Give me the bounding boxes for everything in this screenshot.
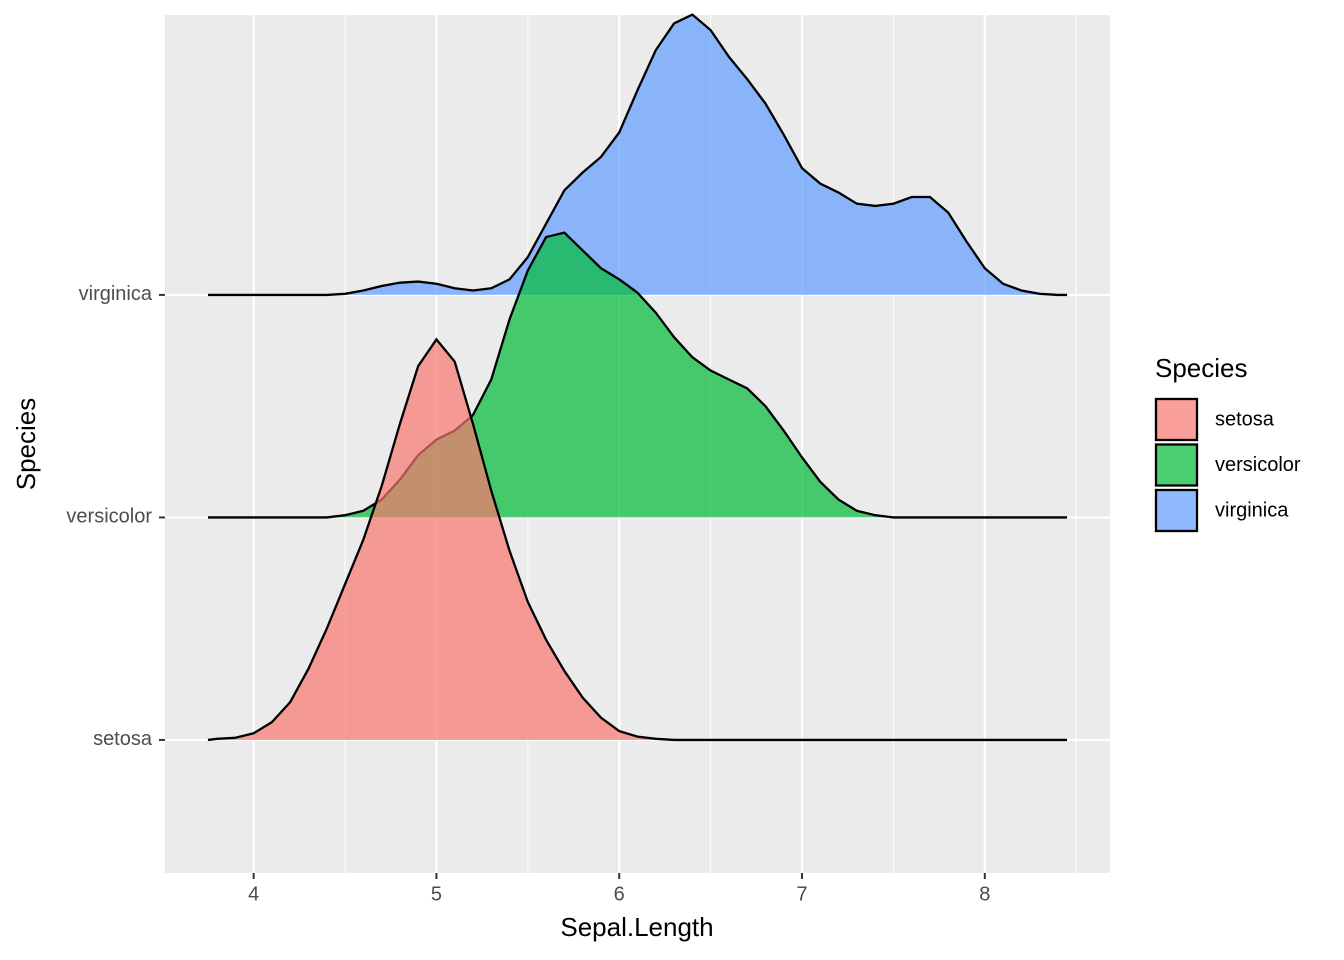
- x-tick-label: 4: [248, 883, 259, 905]
- legend-label: virginica: [1215, 499, 1289, 521]
- ridge-area: [207, 232, 1068, 518]
- x-tick-label: 7: [796, 883, 807, 905]
- legend-key: [1154, 397, 1199, 442]
- legend-key: [1154, 488, 1199, 533]
- y-axis-title: Species: [11, 398, 41, 491]
- ridge-line: [207, 337, 1068, 742]
- legend-label: setosa: [1215, 408, 1275, 430]
- y-tick-label: versicolor: [66, 506, 152, 528]
- legend-title: Species: [1155, 353, 1248, 383]
- ridge-line: [207, 231, 1068, 519]
- legend-label: versicolor: [1215, 454, 1301, 476]
- y-tick-label: setosa: [93, 728, 153, 750]
- legend-key: [1154, 443, 1199, 487]
- x-tick-label: 6: [614, 883, 625, 905]
- ridge-line: [207, 13, 1068, 297]
- ridge-area: [207, 14, 1068, 295]
- y-tick-label: virginica: [79, 283, 153, 305]
- x-axis-title: Sepal.Length: [560, 912, 713, 942]
- x-tick-label: 5: [431, 883, 442, 905]
- ridge-area: [207, 339, 1068, 740]
- x-tick-label: 8: [979, 883, 990, 905]
